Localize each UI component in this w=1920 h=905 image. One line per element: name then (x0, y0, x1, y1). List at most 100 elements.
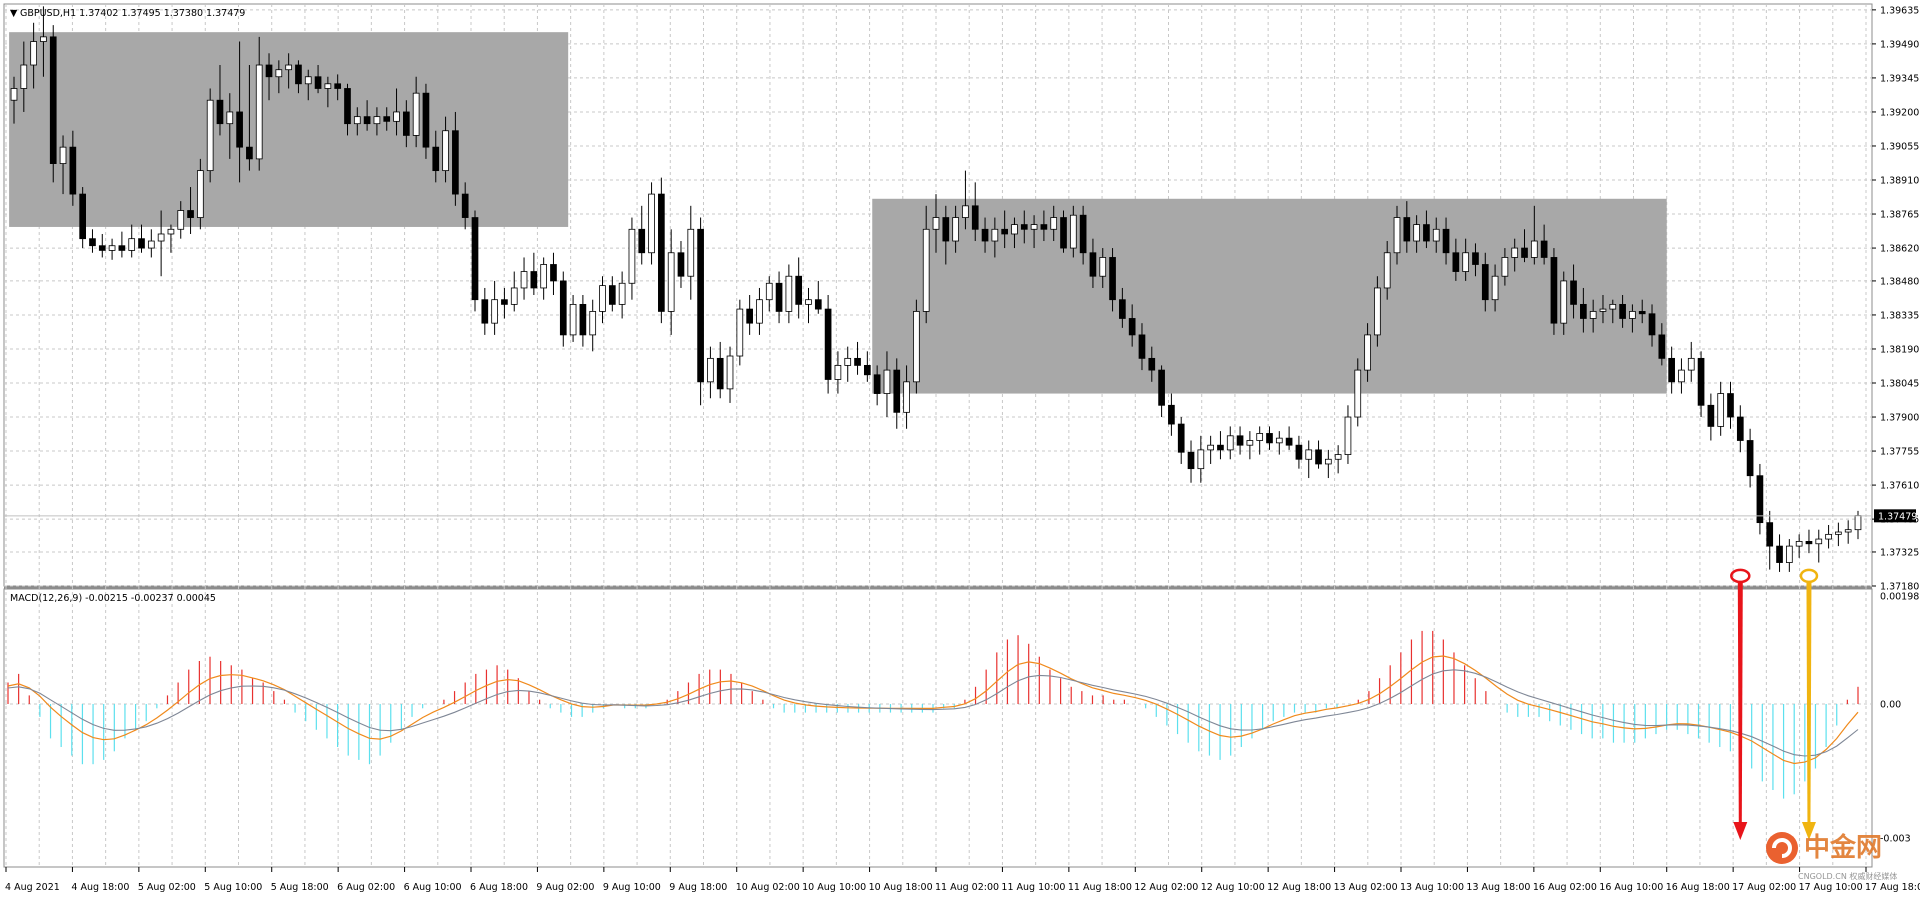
macd-axis[interactable]: 0.00198 0.00 -0.003 (1880, 592, 1919, 845)
watermark-subtitle: CNGOLD.CN 权威财经媒体 (1798, 871, 1897, 881)
price-tick-label: 1.38480 (1880, 276, 1919, 287)
candle-body (1452, 252, 1460, 272)
symbol-header: GBPUSD,H1 1.37402 1.37495 1.37380 1.3747… (20, 8, 245, 19)
candle-body (491, 299, 498, 324)
candle-body (363, 116, 371, 125)
macd-lines (7, 655, 1859, 765)
candle-body (736, 308, 744, 357)
candle-body (206, 99, 214, 172)
candle-body (1481, 264, 1489, 301)
candle-body (1668, 357, 1675, 383)
candle-body (1040, 224, 1048, 230)
candle-body (805, 299, 812, 305)
candle-body (275, 69, 283, 78)
candle-body (540, 264, 548, 289)
price-tick-label: 1.37610 (1880, 481, 1919, 492)
candle-body (1511, 247, 1519, 258)
macd-panel-frame (3, 588, 1873, 868)
candle-body (1570, 280, 1577, 305)
candle-body (1168, 404, 1175, 425)
candle-body (1766, 522, 1774, 547)
candle-body (1746, 440, 1754, 477)
candle-body (108, 245, 116, 251)
candle-body (1217, 444, 1224, 451)
candle-body (1580, 303, 1587, 319)
candle-body (1275, 437, 1283, 444)
candle-body (1197, 449, 1205, 470)
time-tick-label: 10 Aug 10:00 (802, 882, 866, 893)
candle-body (913, 311, 920, 383)
candle-body (854, 357, 861, 366)
candle-body (1589, 311, 1597, 319)
candle-body (1550, 257, 1558, 324)
candle-body (775, 282, 783, 312)
candle-body (295, 64, 302, 85)
candle-body (1825, 533, 1832, 540)
candle-body (932, 217, 940, 230)
candle-body (314, 76, 322, 89)
price-tick-label: 1.39635 (1880, 5, 1919, 16)
candle-body (589, 311, 597, 336)
time-axis[interactable]: 4 Aug 2021 4 Aug 18:00 5 Aug 02:00 5 Aug 10… (5, 867, 1920, 893)
time-tick-label: 17 Aug 18:00 (1865, 882, 1920, 893)
time-tick-label: 16 Aug 10:00 (1599, 882, 1663, 893)
candle-body (1119, 299, 1126, 319)
candle-body (304, 76, 312, 85)
time-tick-label: 13 Aug 02:00 (1334, 882, 1398, 893)
watermark-name: 中金网 (1804, 832, 1882, 863)
candle-body (334, 83, 342, 89)
candle-body (40, 36, 47, 42)
candle-body (1619, 303, 1626, 319)
candle-body (1678, 369, 1685, 383)
candle-body (1501, 257, 1509, 277)
candle-body (1413, 224, 1420, 242)
candle-body (1138, 334, 1146, 359)
price-tick-label: 1.38910 (1880, 176, 1919, 187)
candle-body (1050, 217, 1058, 230)
candle-body (1697, 357, 1705, 406)
candle-body (824, 308, 832, 380)
candle-body (452, 130, 459, 195)
candle-body (1001, 228, 1009, 235)
candle-body (756, 299, 763, 324)
candle-body (863, 365, 871, 376)
time-tick-label: 9 Aug 18:00 (669, 882, 727, 893)
candle-body (1226, 435, 1234, 451)
time-tick-label: 12 Aug 02:00 (1134, 882, 1198, 893)
candle-body (1403, 217, 1411, 242)
candle-body (618, 282, 626, 305)
candle-body (707, 357, 714, 383)
candle-body (226, 111, 234, 125)
collapse-arrow-icon[interactable]: ▼ (10, 8, 18, 19)
candle-body (1530, 240, 1538, 258)
candle-body (844, 357, 852, 366)
candle-body (461, 193, 469, 218)
candle-body (216, 99, 224, 125)
time-tick-label: 11 Aug 10:00 (1001, 882, 1065, 893)
red-arrow-head (1733, 822, 1748, 840)
candle-body (1687, 357, 1695, 371)
candle-body (1599, 308, 1607, 312)
time-tick-label: 11 Aug 02:00 (935, 882, 999, 893)
candle-body (1236, 435, 1244, 446)
candle-body (285, 64, 292, 71)
candle-body (873, 374, 881, 394)
price-tick-label: 1.39055 (1880, 141, 1919, 152)
candle-body (1648, 313, 1656, 336)
macd-header: MACD(12,26,9) -0.00215 -0.00237 0.00045 (10, 593, 216, 604)
candle-body (442, 130, 449, 172)
candle-body (1128, 318, 1136, 336)
macd-tick-label: 0.00 (1880, 700, 1901, 711)
candle-body (883, 369, 891, 394)
candle-body (1795, 541, 1803, 547)
candle-body (520, 271, 528, 289)
candle-body (1148, 357, 1156, 371)
candle-body (903, 381, 910, 413)
price-tick-label: 1.39345 (1880, 73, 1919, 84)
candle-body (687, 228, 695, 277)
candle-body (1472, 252, 1479, 265)
price-tick-label: 1.39200 (1880, 107, 1919, 118)
candle-body (677, 252, 685, 277)
